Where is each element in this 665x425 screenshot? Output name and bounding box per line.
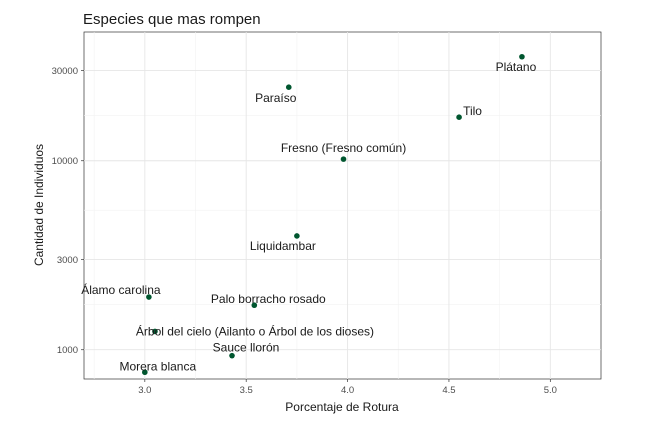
point-label: Liquidambar (250, 239, 316, 253)
grid-lines (84, 32, 601, 379)
y-tick-label: 1000 (57, 345, 78, 356)
y-tick-label: 3000 (57, 255, 78, 266)
data-point (251, 302, 258, 309)
data-point (285, 84, 292, 90)
data-point (142, 369, 148, 376)
point-label: Árbol del cielo (Ailanto o Árbol de los … (136, 323, 374, 338)
data-point (146, 294, 152, 300)
x-tick-label: 5.0 (544, 385, 557, 396)
point-label: Plátano (496, 60, 537, 74)
y-axis-title: Cantidad de Individuos (32, 144, 46, 266)
data-points (142, 53, 525, 376)
x-tick-label: 4.5 (442, 385, 455, 396)
point-label: Fresno (Fresno común) (281, 141, 406, 155)
data-point (152, 328, 158, 335)
x-tick-label: 4.0 (341, 385, 354, 396)
data-point (294, 233, 300, 239)
plot-panel (83, 31, 602, 380)
point-label: Paraíso (255, 91, 297, 105)
point-label: Morera blanca (119, 359, 196, 373)
x-axis-title: Porcentaje de Rotura (285, 400, 399, 414)
point-labels: Plátano Paraíso Tilo Fresno (Fresno común) L… (81, 60, 536, 373)
x-tick-label: 3.5 (240, 385, 253, 396)
point-label: Palo borracho rosado (211, 292, 326, 306)
data-point (340, 156, 347, 162)
point-label: Tilo (463, 104, 482, 118)
axis-ticks: 3.0 3.5 4.0 4.5 5.0 1000 3000 10000 30000 (52, 66, 557, 396)
chart-title: Especies que mas rompen (83, 11, 261, 28)
y-tick-label: 10000 (52, 156, 78, 167)
data-point (456, 114, 462, 120)
y-tick-label: 30000 (52, 66, 78, 77)
x-tick-label: 3.0 (138, 385, 151, 396)
data-point (519, 53, 525, 60)
data-point (229, 352, 235, 359)
point-label: Sauce llorón (213, 341, 280, 355)
point-label: Álamo carolina (81, 282, 161, 297)
